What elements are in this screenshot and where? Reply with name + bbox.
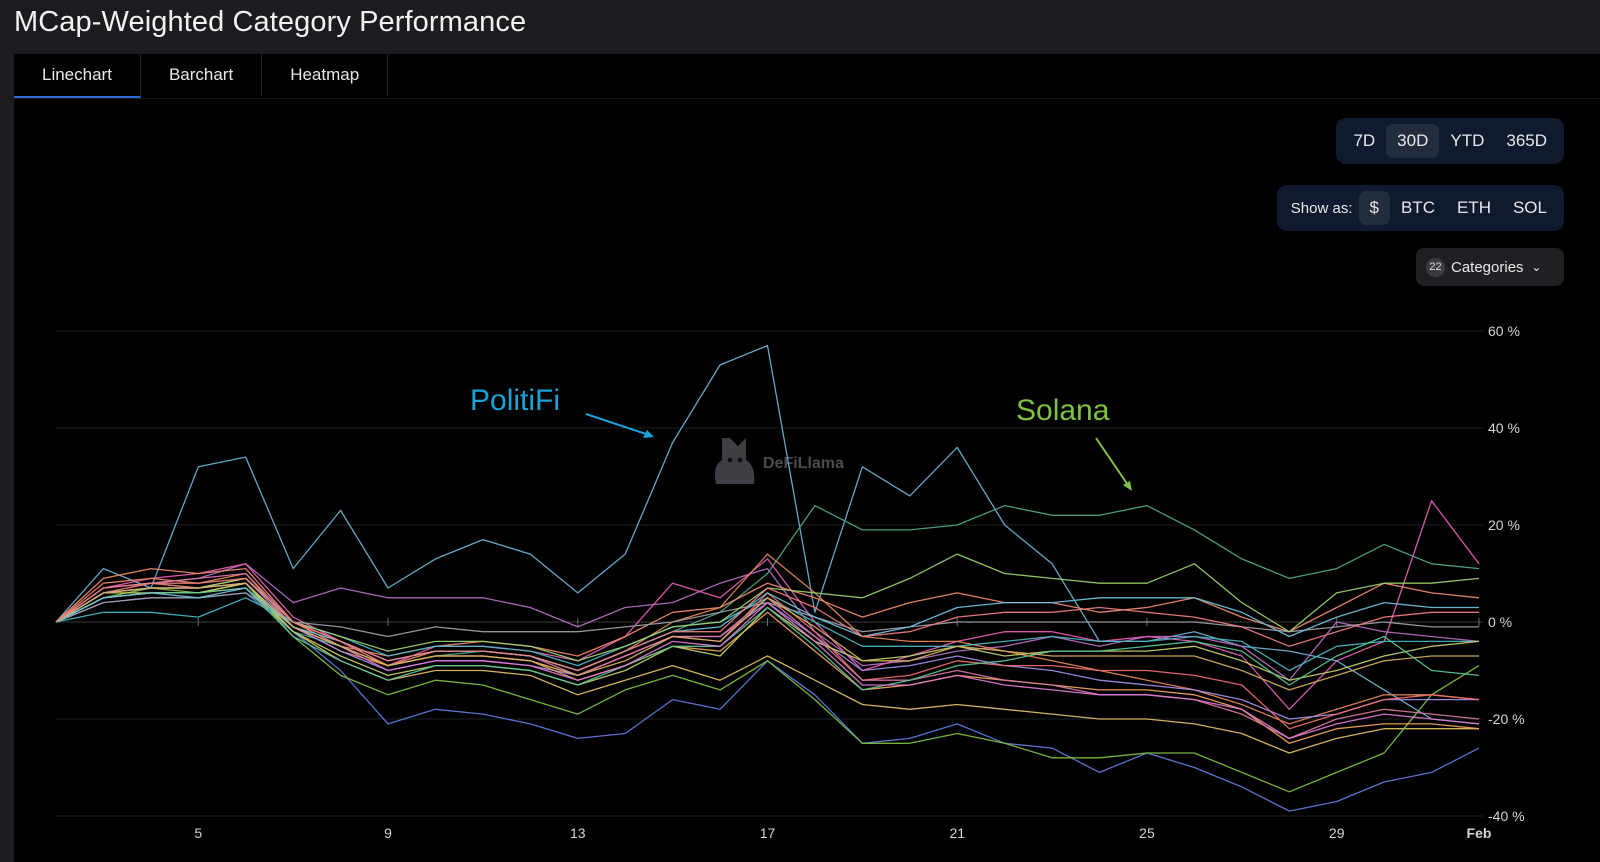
- page-title: MCap-Weighted Category Performance: [14, 6, 527, 38]
- categories-label: Categories: [1451, 258, 1524, 276]
- series-line-11[interactable]: [55, 597, 1479, 672]
- politifi-arrowhead-icon: [643, 430, 654, 438]
- series-line-3[interactable]: [55, 563, 1480, 681]
- x-tick-label: 25: [1139, 825, 1155, 841]
- watermark-text: DeFiLlama: [763, 455, 844, 472]
- tab-heatmap[interactable]: Heatmap: [262, 54, 389, 96]
- line-chart: 60 % 40 % 20 % 0 % -20 % -40 % 5 9 13 17 21 25 29 Feb…: [55, 323, 1525, 841]
- series-line-1[interactable]: [55, 344, 1480, 725]
- denom-btc-button[interactable]: BTC: [1400, 198, 1435, 217]
- politifi-annotation: PolitiFi: [470, 384, 560, 417]
- denom-usd-button[interactable]: $: [1358, 191, 1390, 225]
- chart-tabs: Linechart Barchart Heatmap: [14, 54, 389, 98]
- x-tick-label: Feb: [1467, 825, 1492, 841]
- series-line-21[interactable]: [55, 582, 1479, 691]
- denom-sol-button[interactable]: SOL: [1512, 198, 1547, 217]
- x-tick-label: 13: [570, 825, 586, 841]
- period-365d-button[interactable]: 365D: [1506, 131, 1547, 150]
- period-30d-button[interactable]: 30D: [1386, 124, 1440, 158]
- x-tick-label: 9: [384, 825, 392, 841]
- watermark: DeFiLlama: [714, 438, 844, 484]
- y-tick-label: -40 %: [1488, 808, 1525, 824]
- chart-panel: Linechart Barchart Heatmap 60 % 40 % 20 % 0…: [14, 54, 1600, 862]
- solana-annotation: Solana: [1016, 394, 1110, 427]
- x-tick-label: 29: [1329, 825, 1345, 841]
- series-line-22[interactable]: [55, 577, 1479, 672]
- series-line-4[interactable]: [55, 500, 1480, 710]
- period-ytd-button[interactable]: YTD: [1450, 131, 1485, 150]
- categories-count-badge: 22: [1426, 257, 1445, 277]
- y-tick-label: 0 %: [1488, 614, 1512, 630]
- x-tick-label: 17: [760, 825, 776, 841]
- tab-barchart[interactable]: Barchart: [140, 54, 263, 96]
- llama-logo-icon: [714, 438, 755, 484]
- tab-divider: [14, 98, 1600, 99]
- denomination-selector: Show as: $ BTC ETH SOL: [1276, 185, 1564, 231]
- chevron-down-icon: ⌄: [1531, 260, 1542, 274]
- series-line-18[interactable]: [55, 587, 1480, 691]
- show-as-label: Show as:: [1290, 199, 1353, 217]
- y-tick-label: 40 %: [1488, 420, 1520, 436]
- series-line-8[interactable]: [55, 553, 1480, 725]
- y-tick-label: 60 %: [1488, 323, 1520, 339]
- denom-eth-button[interactable]: ETH: [1456, 198, 1491, 217]
- period-7d-button[interactable]: 7D: [1353, 131, 1376, 150]
- solana-arrow-icon: [1095, 437, 1131, 489]
- politifi-arrow-icon: [585, 413, 653, 437]
- y-tick-label: 20 %: [1488, 517, 1520, 533]
- solana-arrowhead-icon: [1123, 481, 1132, 491]
- period-selector: 7D 30D YTD 365D: [1336, 118, 1564, 164]
- series-line-7[interactable]: [55, 582, 1480, 793]
- categories-dropdown[interactable]: 22 Categories ⌄: [1416, 248, 1564, 286]
- y-tick-label: -20 %: [1488, 711, 1525, 727]
- x-tick-label: 21: [949, 825, 965, 841]
- x-tick-label: 5: [194, 825, 202, 841]
- tab-linechart[interactable]: Linechart: [14, 54, 141, 98]
